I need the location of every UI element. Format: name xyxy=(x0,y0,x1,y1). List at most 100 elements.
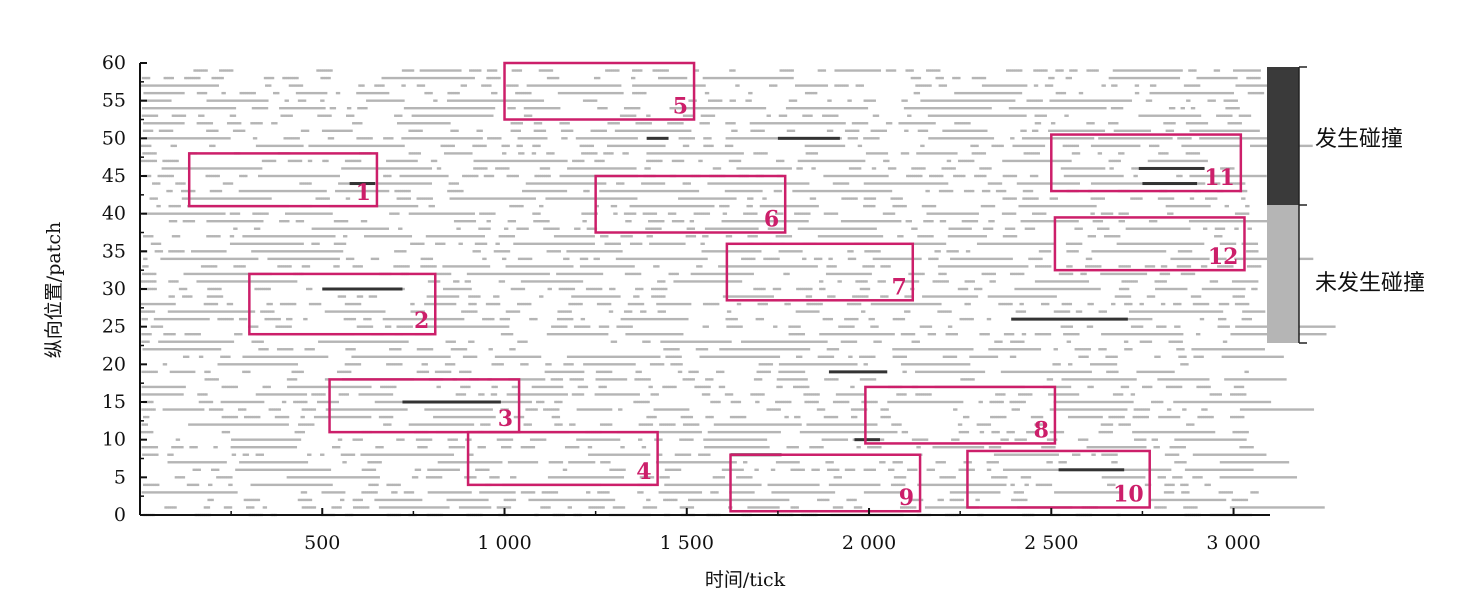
trajectory-run xyxy=(1158,415,1181,419)
trajectory-dot xyxy=(704,453,707,456)
trajectory-dot xyxy=(309,182,312,185)
trajectory-dot xyxy=(583,189,586,193)
trajectory-dot xyxy=(291,302,295,306)
trajectory-dot xyxy=(679,355,682,358)
trajectory-dot xyxy=(913,227,916,230)
trajectory-dot xyxy=(515,204,518,208)
trajectory-dot xyxy=(720,476,724,479)
trajectory-dot xyxy=(208,483,211,487)
trajectory-run xyxy=(255,393,308,396)
trajectory-dot xyxy=(1232,415,1235,419)
trajectory-dot xyxy=(1168,483,1171,487)
trajectory-dot xyxy=(262,310,265,313)
trajectory-dot xyxy=(474,242,478,245)
trajectory-dot xyxy=(986,204,990,208)
trajectory-dot xyxy=(923,325,927,328)
trajectory-dot xyxy=(356,302,360,306)
trajectory-dot xyxy=(1222,340,1226,343)
trajectory-dot xyxy=(1243,498,1247,502)
trajectory-dot xyxy=(1182,265,1186,268)
trajectory-dot xyxy=(287,265,290,268)
trajectory-dot xyxy=(1103,227,1106,230)
trajectory-run xyxy=(658,491,703,494)
trajectory-dot xyxy=(596,302,600,306)
trajectory-dot xyxy=(917,235,920,238)
trajectory-dot xyxy=(755,317,759,321)
trajectory-dot xyxy=(624,235,627,238)
trajectory-dot xyxy=(682,378,685,381)
trajectory-dot xyxy=(1220,302,1224,306)
trajectory-dot xyxy=(345,220,349,223)
trajectory-dot xyxy=(204,265,208,268)
trajectory-dot xyxy=(993,400,996,404)
trajectory-dot xyxy=(1092,197,1095,200)
trajectory-dot xyxy=(685,235,689,238)
trajectory-dot xyxy=(647,227,650,230)
trajectory-dot xyxy=(459,370,462,374)
trajectory-dot xyxy=(821,287,824,291)
trajectory-dot xyxy=(143,446,147,449)
trajectory-dot xyxy=(577,393,581,396)
trajectory-dot xyxy=(1189,250,1193,253)
trajectory-dot xyxy=(651,295,654,298)
trajectory-dot xyxy=(587,287,591,291)
trajectory-dot xyxy=(147,272,151,276)
trajectory-dot xyxy=(651,363,655,366)
trajectory-dot xyxy=(1228,182,1232,185)
trajectory-dot xyxy=(411,491,415,494)
trajectory-dot xyxy=(1176,325,1179,328)
trajectory-dot xyxy=(385,423,388,426)
trajectory-dot xyxy=(519,340,522,343)
trajectory-run xyxy=(142,348,222,351)
trajectory-dot xyxy=(765,302,768,306)
trajectory-dot xyxy=(712,476,716,479)
trajectory-dot xyxy=(898,393,901,396)
trajectory-dot xyxy=(678,468,682,471)
trajectory-dot xyxy=(154,250,158,253)
trajectory-dot xyxy=(949,310,952,313)
trajectory-dot xyxy=(897,235,900,238)
trajectory-dot xyxy=(840,182,844,185)
trajectory-dot xyxy=(537,220,540,223)
trajectory-dot xyxy=(677,220,681,223)
trajectory-dot xyxy=(607,423,611,426)
trajectory-dot xyxy=(1077,310,1081,313)
trajectory-dot xyxy=(1150,400,1154,404)
trajectory-dot xyxy=(569,310,572,313)
trajectory-dot xyxy=(179,182,182,185)
trajectory-dot xyxy=(1175,302,1178,306)
trajectory-dot xyxy=(236,333,239,336)
trajectory-dot xyxy=(680,363,683,366)
trajectory-dot xyxy=(395,265,398,268)
trajectory-dot xyxy=(902,317,906,321)
trajectory-dot xyxy=(219,317,222,321)
trajectory-dot xyxy=(748,204,751,208)
trajectory-dot xyxy=(1030,393,1033,396)
trajectory-dot xyxy=(556,317,560,321)
trajectory-dot xyxy=(819,446,822,449)
trajectory-dot xyxy=(208,370,211,374)
trajectory-dot xyxy=(882,415,885,419)
trajectory-dot xyxy=(468,174,471,178)
trajectory-run xyxy=(656,302,692,306)
trajectory-dot xyxy=(425,438,429,441)
trajectory-dot xyxy=(1251,242,1255,245)
trajectory-dot xyxy=(1169,446,1172,449)
trajectory-dot xyxy=(472,295,475,298)
trajectory-dot xyxy=(1053,197,1056,200)
trajectory-dot xyxy=(609,370,613,374)
trajectory-dot xyxy=(1178,174,1181,178)
trajectory-dot xyxy=(554,461,558,464)
trajectory-dot xyxy=(937,310,940,313)
trajectory-dot xyxy=(968,280,971,283)
trajectory-dot xyxy=(853,257,857,261)
trajectory-dot xyxy=(870,250,873,253)
trajectory-dot xyxy=(648,423,652,426)
trajectory-dot xyxy=(750,393,753,396)
trajectory-dot xyxy=(1048,378,1052,381)
trajectory-dot xyxy=(1146,385,1149,389)
trajectory-dot xyxy=(1170,483,1173,487)
trajectory-dot xyxy=(188,333,191,336)
trajectory-dot xyxy=(517,310,521,313)
